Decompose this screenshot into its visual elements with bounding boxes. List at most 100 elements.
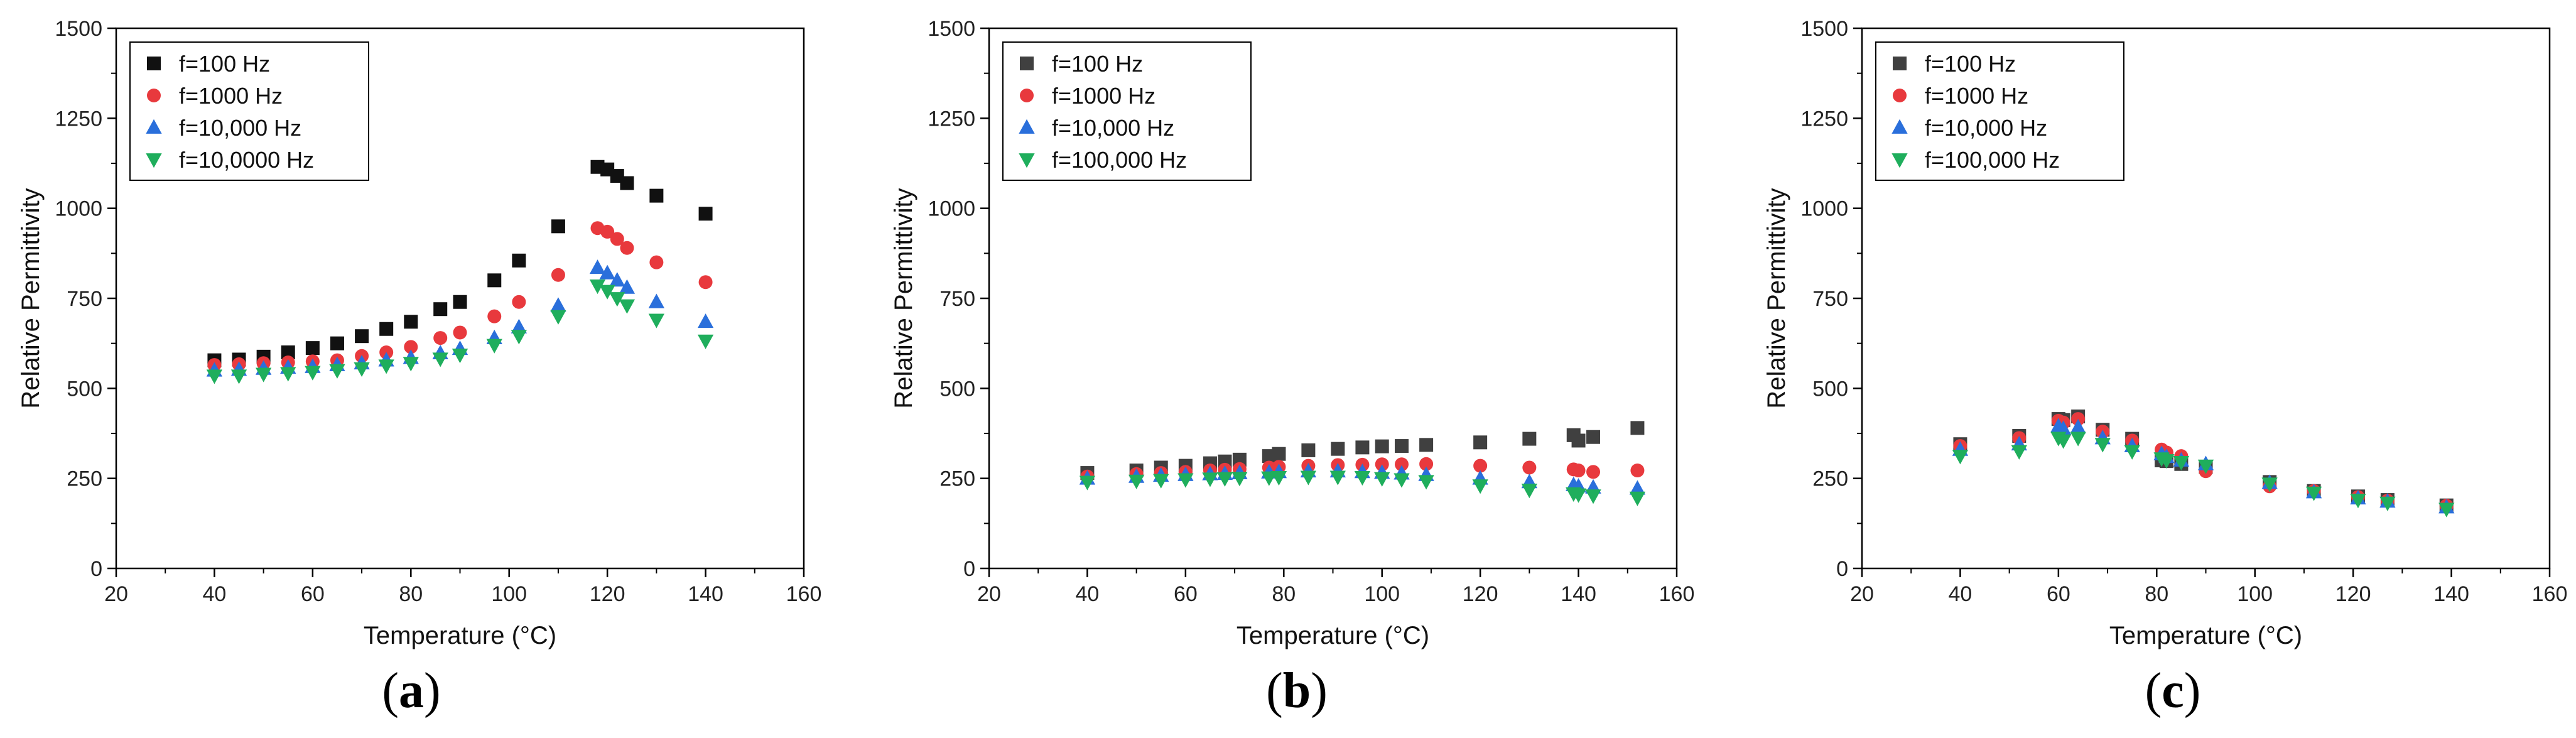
data-point [433, 331, 448, 345]
x-axis-title: Temperature (°C) [2109, 622, 2302, 649]
x-axis-title: Temperature (°C) [1237, 622, 1429, 649]
legend-marker [1893, 57, 1907, 70]
x-tick-label: 120 [1463, 582, 1498, 606]
panel-label-c: (c) [2145, 663, 2201, 719]
legend-box [1002, 41, 1252, 181]
data-point [1231, 472, 1248, 487]
y-axis-title: Relative Permittivity [17, 188, 45, 408]
x-tick-label: 100 [2237, 582, 2273, 606]
legend-box [1875, 41, 2124, 181]
data-point [1153, 474, 1169, 489]
data-point [1216, 472, 1233, 487]
data-point [1571, 433, 1586, 448]
y-tick-label: 0 [90, 557, 102, 581]
series-4 [206, 279, 714, 384]
x-tick-label: 40 [1949, 582, 1973, 606]
data-point [1522, 460, 1537, 475]
data-point [600, 224, 615, 239]
legend-box [129, 41, 369, 181]
data-point [255, 367, 272, 383]
data-point [206, 369, 223, 384]
legend-label: f=100 Hz [1925, 51, 2016, 77]
legend-label: f=1000 Hz [179, 83, 283, 109]
data-point [280, 367, 296, 382]
data-point [1629, 491, 1646, 506]
legend-marker [1019, 153, 1035, 168]
legend-marker [147, 57, 161, 70]
data-point [281, 345, 295, 359]
x-tick-label: 160 [2532, 582, 2568, 606]
x-tick-label: 120 [590, 582, 625, 606]
legend-label: f=1000 Hz [1925, 83, 2028, 109]
data-point [1418, 475, 1434, 490]
x-tick-label: 60 [301, 582, 325, 606]
data-point [2261, 477, 2278, 492]
data-point [1079, 475, 1096, 491]
legend-marker [146, 153, 162, 168]
chart-panel-c: 20 40 60 80 100 120 140 160 0 250 500 750 1000 1250 15… [1763, 17, 2568, 649]
y-tick-label: 0 [963, 557, 975, 581]
legend-marker [1891, 119, 1908, 134]
y-tick-label: 1500 [55, 17, 102, 41]
data-point [1202, 472, 1218, 487]
data-point [599, 285, 615, 300]
data-point [2070, 419, 2086, 434]
x-tick-label: 100 [491, 582, 527, 606]
data-point [1419, 457, 1434, 471]
panel-label-a: (a) [382, 663, 441, 719]
data-point [378, 359, 394, 374]
data-point [329, 364, 345, 379]
data-point [648, 313, 665, 328]
data-point [1630, 421, 1645, 435]
data-point [1395, 457, 1409, 472]
data-point [649, 188, 664, 203]
data-point [355, 329, 369, 344]
data-point [230, 369, 247, 384]
data-point [379, 322, 394, 336]
data-point [305, 341, 320, 355]
x-tick-label: 120 [2335, 582, 2371, 606]
data-point [1571, 464, 1586, 478]
data-point [551, 268, 565, 282]
data-point [1331, 442, 1345, 456]
x-tick-label: 100 [1364, 582, 1400, 606]
legend: f=100 Hz f=1000 Hz f=10,000 Hz f=100,000 Hz [1002, 41, 1252, 181]
data-point [512, 253, 526, 268]
legend: f=100 Hz f=1000 Hz f=10,000 Hz f=100,000 Hz [1875, 41, 2124, 181]
x-tick-label: 160 [786, 582, 822, 606]
legend: f=100 Hz f=1000 Hz f=10,000 Hz f=10,0000 Hz [129, 41, 369, 181]
data-point [452, 349, 468, 364]
legend-marker [146, 119, 162, 134]
data-point [1586, 430, 1601, 444]
data-point [599, 264, 615, 279]
legend-label: f=1000 Hz [1052, 83, 1155, 109]
data-point [620, 241, 634, 255]
legend-label: f=10,000 Hz [179, 115, 301, 141]
data-point [2305, 486, 2322, 501]
data-point [1355, 440, 1370, 455]
y-tick-label: 250 [67, 467, 102, 491]
y-tick-label: 1500 [928, 17, 975, 41]
data-point [1952, 450, 1969, 465]
data-point [1354, 471, 1371, 486]
data-point [1128, 474, 1145, 489]
y-tick-label: 750 [67, 287, 102, 311]
data-point [1472, 479, 1488, 494]
x-tick-label: 20 [104, 582, 128, 606]
data-point [432, 352, 448, 367]
data-point [2173, 455, 2190, 471]
chart-panel-a: 20 40 60 80 100 120 140 160 0 250 500 750 1000 1250 15… [17, 17, 822, 649]
y-tick-label: 1000 [1800, 197, 1848, 221]
x-tick-label: 60 [2047, 582, 2070, 606]
data-point [610, 232, 624, 246]
data-point [1629, 480, 1646, 495]
x-tick-label: 40 [203, 582, 227, 606]
legend-label: f=100,000 Hz [1925, 147, 2060, 173]
data-point [330, 336, 344, 350]
data-point [1375, 439, 1389, 453]
legend-marker [147, 89, 161, 102]
data-point [433, 302, 448, 317]
data-point [550, 297, 566, 312]
data-point [1374, 472, 1390, 487]
y-axis-title: Relative Permittivity [1763, 188, 1790, 408]
